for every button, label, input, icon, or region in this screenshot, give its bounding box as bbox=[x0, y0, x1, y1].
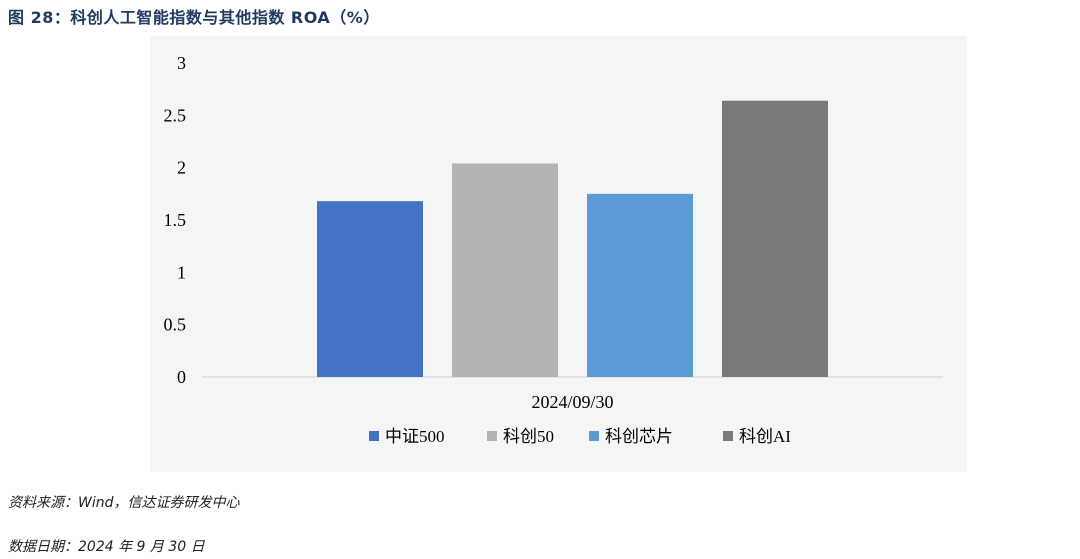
bar-4 bbox=[722, 100, 828, 378]
y-tick-label: 0.5 bbox=[164, 315, 187, 335]
y-tick-label: 1 bbox=[177, 262, 186, 282]
bar-chart: 0 0.5 1 1.5 2 2.5 3 2024/09/30 中证500 科创50 科创芯片 科创… bbox=[164, 53, 943, 446]
source-note: 资料来源：Wind，信达证券研发中心 bbox=[8, 495, 240, 511]
legend: 中证500 科创50 科创芯片 科创AI bbox=[369, 427, 791, 446]
y-tick-label: 2 bbox=[177, 158, 186, 178]
legend-label: 科创AI bbox=[739, 427, 791, 446]
date-note: 数据日期：2024 年 9 月 30 日 bbox=[8, 539, 205, 555]
legend-swatch bbox=[487, 431, 497, 441]
figure-title: 图 28：科创人工智能指数与其他指数 ROA（%） bbox=[8, 8, 380, 27]
y-tick-label: 1.5 bbox=[164, 210, 187, 230]
chart-area: 0 0.5 1 1.5 2 2.5 3 2024/09/30 中证500 科创50 科创芯片 科创… bbox=[150, 36, 967, 472]
legend-swatch bbox=[589, 431, 599, 441]
y-tick-label: 2.5 bbox=[164, 105, 187, 125]
legend-swatch bbox=[369, 431, 379, 441]
legend-label: 中证500 bbox=[385, 427, 445, 446]
y-tick-label: 0 bbox=[177, 367, 186, 387]
y-axis-ticks: 0 0.5 1 1.5 2 2.5 3 bbox=[164, 53, 187, 387]
x-tick-label: 2024/09/30 bbox=[531, 392, 613, 412]
bar-1 bbox=[317, 201, 423, 377]
legend-label: 科创50 bbox=[503, 427, 554, 446]
legend-label: 科创芯片 bbox=[605, 427, 673, 446]
y-tick-label: 3 bbox=[177, 53, 186, 73]
legend-swatch bbox=[723, 431, 733, 441]
bar-3 bbox=[587, 193, 693, 377]
bars bbox=[317, 100, 828, 378]
bar-2 bbox=[452, 163, 558, 377]
